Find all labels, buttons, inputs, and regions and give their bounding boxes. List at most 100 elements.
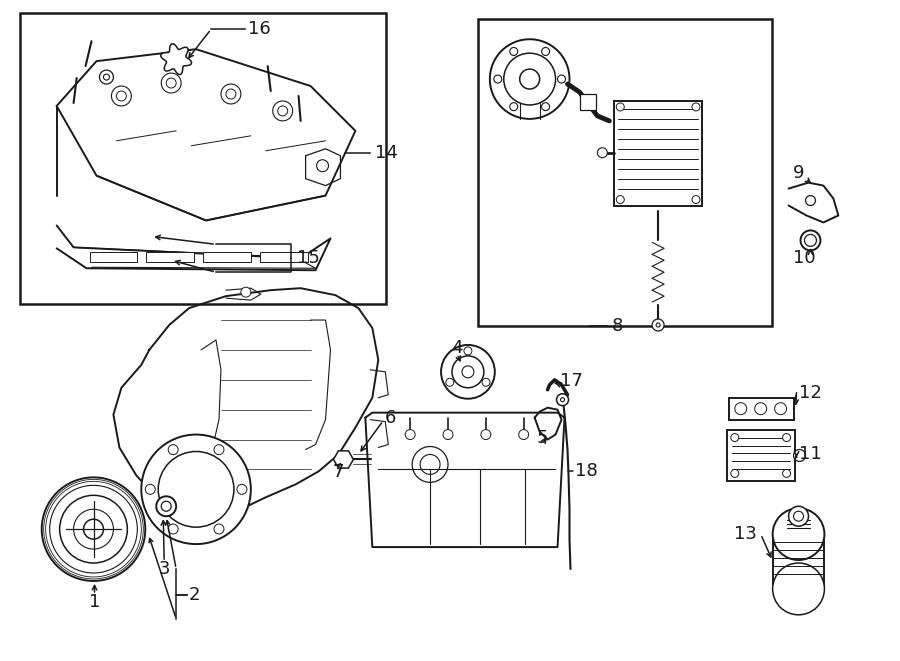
Bar — [729, 398, 794, 420]
Circle shape — [616, 103, 625, 111]
Circle shape — [556, 394, 569, 406]
Bar — [203, 253, 251, 262]
Circle shape — [278, 106, 288, 116]
Text: 11: 11 — [798, 446, 822, 463]
Circle shape — [226, 89, 236, 99]
Polygon shape — [334, 451, 354, 468]
Circle shape — [446, 378, 454, 386]
Text: 10: 10 — [793, 249, 815, 267]
Bar — [20, 13, 386, 304]
Text: 1: 1 — [89, 593, 100, 611]
Circle shape — [145, 485, 155, 494]
Text: 14: 14 — [375, 143, 398, 162]
Circle shape — [168, 524, 178, 534]
Circle shape — [772, 508, 824, 560]
Circle shape — [788, 506, 808, 526]
Text: 6: 6 — [384, 408, 396, 426]
Circle shape — [775, 403, 787, 414]
Text: 15: 15 — [297, 249, 320, 267]
Text: 13: 13 — [734, 525, 757, 543]
Text: 12: 12 — [798, 384, 822, 402]
Circle shape — [734, 403, 747, 414]
Circle shape — [616, 196, 625, 204]
Circle shape — [783, 434, 790, 442]
Circle shape — [542, 102, 550, 110]
Circle shape — [462, 366, 474, 378]
Circle shape — [317, 160, 328, 172]
Circle shape — [214, 445, 224, 455]
Circle shape — [412, 447, 448, 483]
Circle shape — [557, 75, 565, 83]
Circle shape — [168, 445, 178, 455]
Circle shape — [452, 356, 484, 388]
Circle shape — [158, 451, 234, 527]
Circle shape — [509, 102, 518, 110]
Circle shape — [420, 455, 440, 475]
Circle shape — [441, 345, 495, 399]
Circle shape — [112, 86, 131, 106]
Circle shape — [481, 430, 491, 440]
Bar — [727, 430, 795, 481]
Bar — [260, 253, 308, 262]
Circle shape — [542, 48, 550, 56]
Circle shape — [166, 78, 176, 88]
Circle shape — [731, 469, 739, 477]
Bar — [478, 19, 771, 326]
Circle shape — [806, 196, 815, 206]
Bar — [615, 101, 702, 206]
Bar — [89, 253, 138, 262]
Circle shape — [519, 69, 540, 89]
Circle shape — [731, 434, 739, 442]
Circle shape — [518, 430, 528, 440]
Circle shape — [794, 449, 806, 461]
Circle shape — [59, 495, 128, 563]
Circle shape — [692, 196, 700, 204]
Circle shape — [116, 91, 126, 101]
Circle shape — [41, 477, 145, 581]
Text: 7: 7 — [333, 463, 344, 481]
Circle shape — [805, 235, 816, 247]
Circle shape — [509, 48, 518, 56]
Circle shape — [161, 501, 171, 511]
Text: 18: 18 — [575, 463, 598, 481]
Circle shape — [504, 53, 555, 105]
Circle shape — [104, 74, 110, 80]
Bar — [772, 534, 824, 589]
Circle shape — [50, 485, 138, 573]
Circle shape — [598, 148, 608, 158]
Circle shape — [494, 75, 502, 83]
Circle shape — [100, 70, 113, 84]
Text: 17: 17 — [560, 371, 582, 390]
Text: 5: 5 — [537, 428, 548, 447]
Circle shape — [561, 398, 564, 402]
Circle shape — [405, 430, 415, 440]
Text: 2: 2 — [189, 586, 201, 604]
Circle shape — [237, 485, 247, 494]
Text: 8: 8 — [611, 317, 623, 335]
Circle shape — [443, 430, 453, 440]
Circle shape — [800, 231, 821, 251]
Circle shape — [214, 524, 224, 534]
Circle shape — [241, 287, 251, 297]
Bar — [580, 94, 597, 110]
Circle shape — [482, 378, 490, 386]
Circle shape — [692, 103, 700, 111]
Circle shape — [157, 496, 176, 516]
Text: 3: 3 — [158, 560, 170, 578]
Circle shape — [783, 469, 790, 477]
Circle shape — [490, 39, 570, 119]
Text: 4: 4 — [451, 339, 463, 357]
Circle shape — [464, 347, 472, 355]
Text: 9: 9 — [793, 164, 805, 182]
Circle shape — [221, 84, 241, 104]
Circle shape — [161, 73, 181, 93]
Circle shape — [652, 319, 664, 331]
Circle shape — [168, 51, 184, 67]
Circle shape — [656, 323, 660, 327]
Polygon shape — [161, 44, 192, 75]
Circle shape — [74, 509, 113, 549]
Circle shape — [141, 434, 251, 544]
Text: 16: 16 — [248, 20, 271, 38]
Circle shape — [755, 403, 767, 414]
Circle shape — [84, 519, 104, 539]
